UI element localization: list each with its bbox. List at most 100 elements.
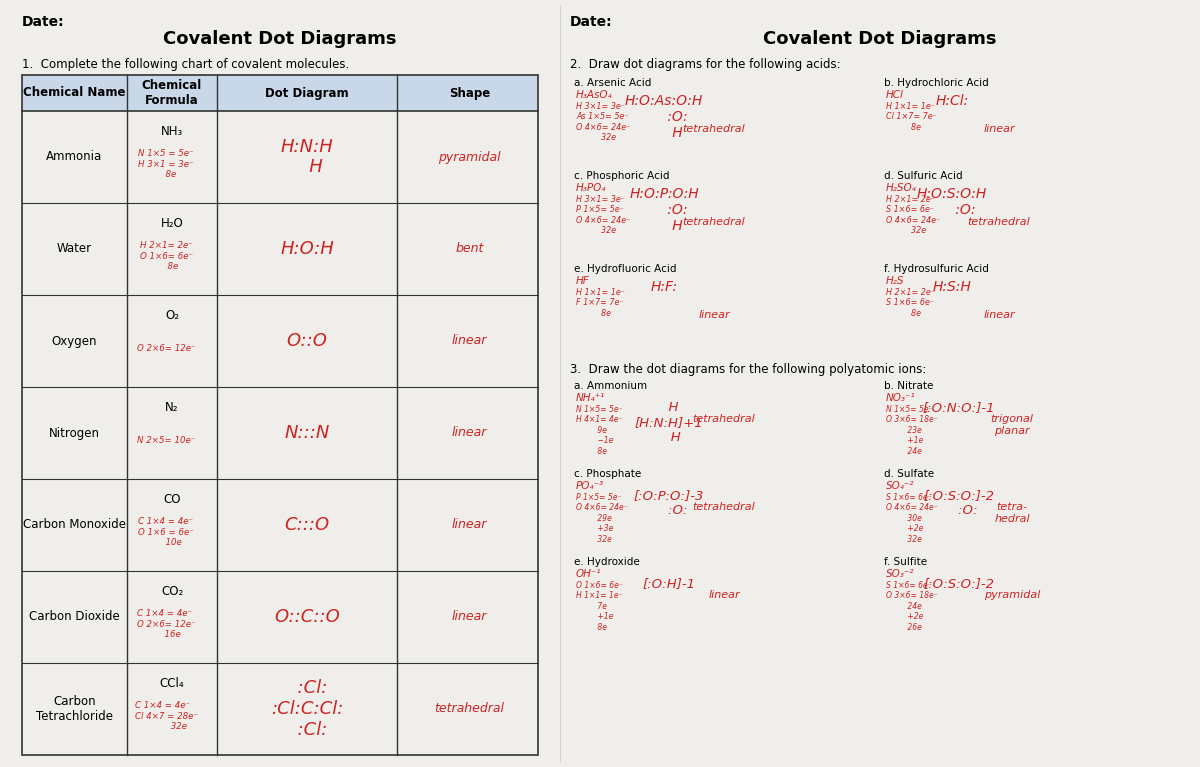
Text: H 2×1= 2e⁻
S 1×6= 6e⁻
          8e: H 2×1= 2e⁻ S 1×6= 6e⁻ 8e <box>886 288 935 318</box>
Text: Water: Water <box>56 242 92 255</box>
Text: pyramidal: pyramidal <box>438 150 500 163</box>
Text: [:O:H]-1: [:O:H]-1 <box>642 577 696 590</box>
Text: NH₄⁺¹: NH₄⁺¹ <box>576 393 605 403</box>
Text: b. Hydrochloric Acid: b. Hydrochloric Acid <box>884 78 989 88</box>
Text: [:O:S:O:]-2: [:O:S:O:]-2 <box>924 577 995 590</box>
Text: a. Ammonium: a. Ammonium <box>574 381 647 391</box>
Text: Chemical
Formula: Chemical Formula <box>142 79 202 107</box>
Text: linear: linear <box>452 518 487 532</box>
Text: pyramidal: pyramidal <box>984 590 1040 600</box>
Text: H₂O: H₂O <box>161 217 184 230</box>
Text: [:O:P:O:]-3
    :O:: [:O:P:O:]-3 :O: <box>634 489 704 517</box>
Text: H:O:H: H:O:H <box>280 240 334 258</box>
Text: H:O:As:O:H
      :O:
      H: H:O:As:O:H :O: H <box>625 94 703 140</box>
Text: bent: bent <box>455 242 484 255</box>
Text: N 1×5 = 5e⁻
H 3×1 = 3e⁻
          8e: N 1×5 = 5e⁻ H 3×1 = 3e⁻ 8e <box>138 150 193 179</box>
Text: tetrahedral: tetrahedral <box>434 703 504 716</box>
Text: :Cl:
:Cl:C:Cl:
  :Cl:: :Cl: :Cl:C:Cl: :Cl: <box>271 680 343 739</box>
Text: trigonal
planar: trigonal planar <box>990 414 1033 436</box>
Text: N:::N: N:::N <box>284 424 330 442</box>
Text: H:F:: H:F: <box>650 280 678 294</box>
Text: 2.  Draw dot diagrams for the following acids:: 2. Draw dot diagrams for the following a… <box>570 58 841 71</box>
Bar <box>22 75 538 111</box>
Text: H 2×1= 2e⁻
S 1×6= 6e⁻
O 4×6= 24e⁻
          32e: H 2×1= 2e⁻ S 1×6= 6e⁻ O 4×6= 24e⁻ 32e <box>886 195 941 235</box>
Text: Ammonia: Ammonia <box>47 150 103 163</box>
Text: SO₄⁻²: SO₄⁻² <box>886 481 914 491</box>
Text: tetrahedral: tetrahedral <box>692 502 755 512</box>
Text: [:O:S:O:]-2
    :O:: [:O:S:O:]-2 :O: <box>924 489 995 517</box>
Text: Covalent Dot Diagrams: Covalent Dot Diagrams <box>763 30 997 48</box>
Text: HCl: HCl <box>886 90 904 100</box>
Text: HF: HF <box>576 276 589 286</box>
Text: H 3×1= 3e⁻
P 1×5= 5e⁻
O 4×6= 24e⁻
          32e: H 3×1= 3e⁻ P 1×5= 5e⁻ O 4×6= 24e⁻ 32e <box>576 195 630 235</box>
Text: N 1×5= 5e⁻
H 4×1= 4e⁻
         9e
         −1e
         8e: N 1×5= 5e⁻ H 4×1= 4e⁻ 9e −1e 8e <box>576 405 623 456</box>
Text: NO₃⁻¹: NO₃⁻¹ <box>886 393 916 403</box>
Text: Shape: Shape <box>449 87 490 100</box>
Text: 3.  Draw the dot diagrams for the following polyatomic ions:: 3. Draw the dot diagrams for the followi… <box>570 363 926 376</box>
Text: Carbon Monoxide: Carbon Monoxide <box>23 518 126 532</box>
Text: O₂: O₂ <box>166 309 179 321</box>
Text: d. Sulfuric Acid: d. Sulfuric Acid <box>884 171 962 181</box>
Text: H:S:H: H:S:H <box>932 280 971 294</box>
Text: S 1×6= 6e⁻
O 4×6= 24e⁻
         30e
         +2e
         32e: S 1×6= 6e⁻ O 4×6= 24e⁻ 30e +2e 32e <box>886 493 937 544</box>
Text: linear: linear <box>452 611 487 624</box>
Text: 1.  Complete the following chart of covalent molecules.: 1. Complete the following chart of coval… <box>22 58 349 71</box>
Text: f. Sulfite: f. Sulfite <box>884 557 928 567</box>
Text: SO₃⁻²: SO₃⁻² <box>886 569 914 579</box>
Text: H:O:S:O:H
      :O:: H:O:S:O:H :O: <box>917 187 988 217</box>
Text: C 1×4 = 4e⁻
Cl 4×7 = 28e⁻
             32e: C 1×4 = 4e⁻ Cl 4×7 = 28e⁻ 32e <box>134 702 198 731</box>
Text: Carbon Dioxide: Carbon Dioxide <box>29 611 120 624</box>
Text: a. Arsenic Acid: a. Arsenic Acid <box>574 78 652 88</box>
Text: O::O: O::O <box>287 332 328 350</box>
Text: PO₄⁻³: PO₄⁻³ <box>576 481 604 491</box>
Text: b. Nitrate: b. Nitrate <box>884 381 934 391</box>
Text: H:Cl:: H:Cl: <box>935 94 968 108</box>
Text: Covalent Dot Diagrams: Covalent Dot Diagrams <box>163 30 397 48</box>
Text: H₂SO₄: H₂SO₄ <box>886 183 917 193</box>
Text: d. Sulfate: d. Sulfate <box>884 469 934 479</box>
Text: H 2×1= 2e⁻
O 1×6= 6e⁻
          8e: H 2×1= 2e⁻ O 1×6= 6e⁻ 8e <box>139 242 192 272</box>
Text: tetrahedral: tetrahedral <box>692 414 755 424</box>
Text: Oxygen: Oxygen <box>52 334 97 347</box>
Text: c. Phosphoric Acid: c. Phosphoric Acid <box>574 171 670 181</box>
Text: H:O:P:O:H
      :O:
      H: H:O:P:O:H :O: H <box>629 187 698 233</box>
Text: Carbon
Tetrachloride: Carbon Tetrachloride <box>36 695 113 723</box>
Text: H 1×1= 1e⁻
F 1×7= 7e⁻
          8e: H 1×1= 1e⁻ F 1×7= 7e⁻ 8e <box>576 288 625 318</box>
Text: tetrahedral: tetrahedral <box>683 124 745 134</box>
Text: O 2×6= 12e⁻: O 2×6= 12e⁻ <box>137 344 196 353</box>
Text: [:O:N:O:]-1: [:O:N:O:]-1 <box>923 401 995 414</box>
Text: e. Hydrofluoric Acid: e. Hydrofluoric Acid <box>574 264 677 274</box>
Text: S 1×6= 6e⁻
O 3×6= 18e⁻
         24e
         +2e
         26e: S 1×6= 6e⁻ O 3×6= 18e⁻ 24e +2e 26e <box>886 581 937 631</box>
Text: OH⁻¹: OH⁻¹ <box>576 569 601 579</box>
Text: f. Hydrosulfuric Acid: f. Hydrosulfuric Acid <box>884 264 989 274</box>
Text: linear: linear <box>452 426 487 439</box>
Text: N 2×5= 10e⁻: N 2×5= 10e⁻ <box>137 436 196 445</box>
Text: C:::O: C:::O <box>284 516 330 534</box>
Text: H₃PO₄: H₃PO₄ <box>576 183 606 193</box>
Text: H₃AsO₄: H₃AsO₄ <box>576 90 613 100</box>
Text: Nitrogen: Nitrogen <box>49 426 100 439</box>
Text: Dot Diagram: Dot Diagram <box>265 87 349 100</box>
Text: CO₂: CO₂ <box>161 584 184 597</box>
Text: tetrahedral: tetrahedral <box>967 217 1031 227</box>
Text: linear: linear <box>698 310 730 320</box>
Text: e. Hydroxide: e. Hydroxide <box>574 557 640 567</box>
Text: tetrahedral: tetrahedral <box>683 217 745 227</box>
Text: H
[H:N:H]+1
   H: H [H:N:H]+1 H <box>635 401 703 444</box>
Text: N 1×5= 5e⁻
O 3×6= 18e⁻
         23e
         +1e
         24e: N 1×5= 5e⁻ O 3×6= 18e⁻ 23e +1e 24e <box>886 405 937 456</box>
Text: linear: linear <box>983 310 1015 320</box>
Text: Date:: Date: <box>22 15 65 29</box>
Text: linear: linear <box>708 590 740 600</box>
Text: Chemical Name: Chemical Name <box>23 87 126 100</box>
Text: H 1×1= 1e⁻
Cl 1×7= 7e⁻
          8e: H 1×1= 1e⁻ Cl 1×7= 7e⁻ 8e <box>886 102 937 132</box>
Text: O::C::O: O::C::O <box>274 608 340 626</box>
Text: tetra-
hedral: tetra- hedral <box>994 502 1030 524</box>
Text: N₂: N₂ <box>166 400 179 413</box>
Text: Date:: Date: <box>570 15 613 29</box>
Text: c. Phosphate: c. Phosphate <box>574 469 641 479</box>
Text: O 1×6= 6e⁻
H 1×1= 1e⁻
         7e
         +1e
         8e: O 1×6= 6e⁻ H 1×1= 1e⁻ 7e +1e 8e <box>576 581 623 631</box>
Bar <box>22 75 538 755</box>
Text: H 3×1= 3e⁻
As 1×5= 5e⁻
O 4×6= 24e⁻
          32e: H 3×1= 3e⁻ As 1×5= 5e⁻ O 4×6= 24e⁻ 32e <box>576 102 630 142</box>
Text: CCl₄: CCl₄ <box>160 676 185 690</box>
Text: H:N:H
   H: H:N:H H <box>281 137 334 176</box>
